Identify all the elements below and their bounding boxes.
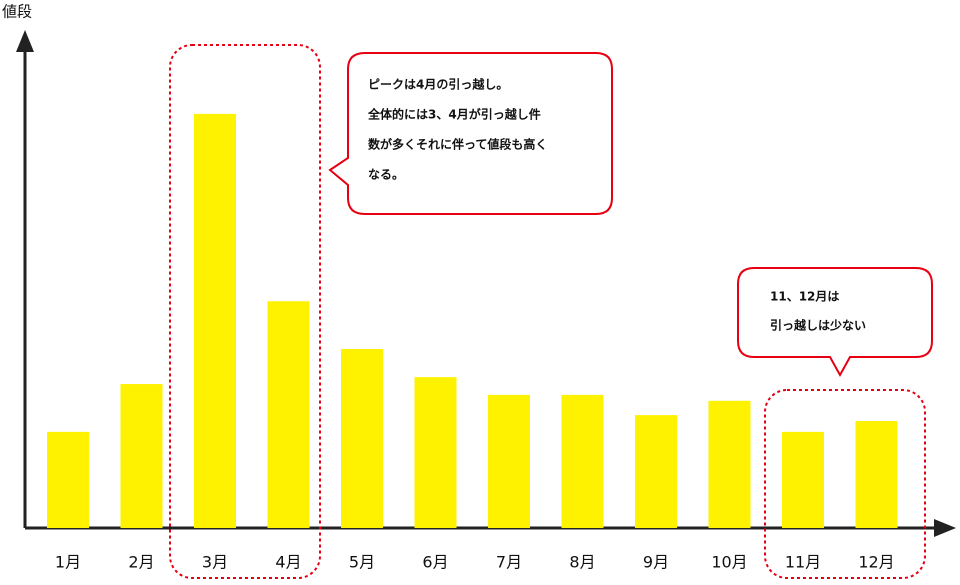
- x-tick-label: 6月: [422, 553, 448, 572]
- x-tick-label: 1月: [55, 553, 81, 572]
- bar: [47, 431, 89, 528]
- bar: [708, 400, 751, 528]
- x-tick-label: 3月: [202, 553, 228, 572]
- annotation-text: 数が多くそれに伴って値段も高く: [368, 137, 547, 152]
- highlight-box: [764, 389, 926, 579]
- annotation-text: 引っ越しは少ない: [770, 318, 866, 333]
- x-tick-label: 4月: [275, 553, 301, 572]
- speech-bubble: [737, 267, 933, 378]
- x-tick-label: 11月: [785, 553, 821, 572]
- highlight-box: [169, 44, 321, 579]
- x-tick-label: 7月: [496, 553, 522, 572]
- x-tick-label: 9月: [643, 553, 669, 572]
- bar: [561, 394, 604, 528]
- y-axis-label: 値段: [2, 3, 32, 21]
- speech-bubble: [328, 52, 613, 215]
- bar: [635, 415, 677, 528]
- bar: [341, 349, 383, 528]
- bar: [194, 113, 236, 528]
- annotation-text: 全体的には3、4月が引っ越し件: [367, 107, 541, 122]
- annotation-text: ピークは4月の引っ越し。: [368, 77, 508, 92]
- bar: [414, 377, 457, 528]
- bar: [855, 421, 898, 528]
- x-axis-arrow: [934, 519, 956, 537]
- bar: [782, 431, 824, 528]
- bar: [488, 394, 530, 528]
- x-tick-label: 8月: [569, 553, 595, 572]
- x-tick-label: 5月: [349, 553, 375, 572]
- bar: [120, 384, 163, 528]
- annotation-text: 11、12月は: [770, 290, 839, 304]
- bar: [267, 301, 310, 528]
- y-axis-arrow: [16, 30, 34, 52]
- x-tick-label: 2月: [128, 553, 154, 572]
- x-tick-label: 10月: [711, 553, 747, 572]
- annotation-text: なる。: [368, 168, 404, 182]
- x-tick-label: 12月: [858, 553, 894, 572]
